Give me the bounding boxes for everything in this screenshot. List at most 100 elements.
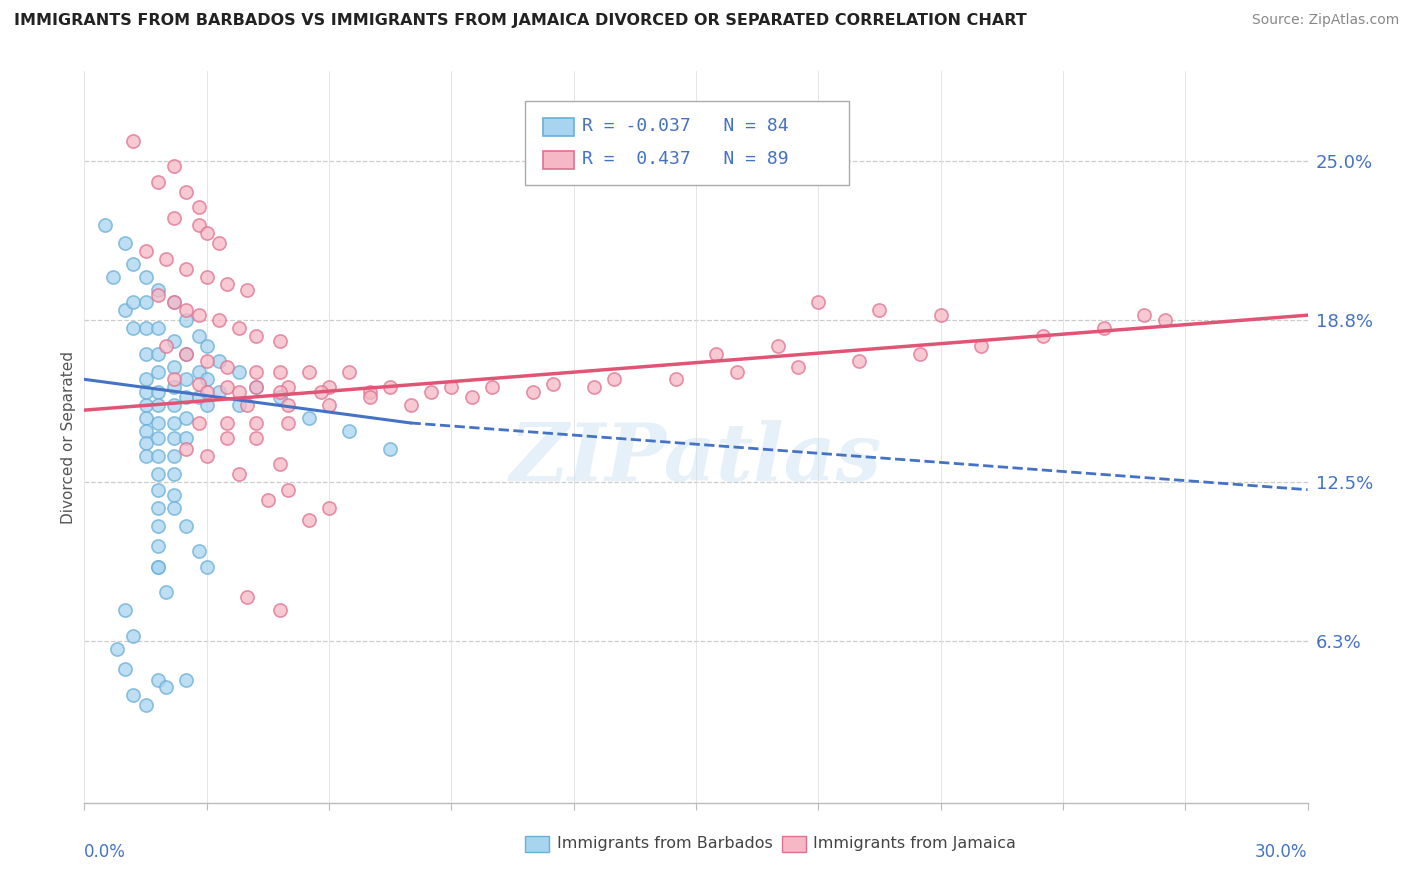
FancyBboxPatch shape bbox=[524, 101, 849, 185]
Point bbox=[228, 398, 250, 412]
Point bbox=[135, 269, 157, 284]
Point bbox=[163, 500, 186, 515]
Point bbox=[114, 303, 136, 318]
Point bbox=[146, 398, 169, 412]
Point bbox=[135, 244, 157, 258]
Point bbox=[236, 283, 259, 297]
Point bbox=[245, 416, 267, 430]
Point bbox=[163, 416, 186, 430]
Point bbox=[195, 226, 218, 240]
Point bbox=[269, 385, 291, 400]
Point bbox=[187, 365, 209, 379]
Point bbox=[217, 277, 239, 292]
Point bbox=[195, 450, 218, 464]
Point bbox=[187, 377, 209, 392]
Point bbox=[146, 416, 169, 430]
Point bbox=[146, 559, 169, 574]
Point bbox=[135, 398, 157, 412]
Point bbox=[298, 514, 321, 528]
Point bbox=[163, 380, 186, 394]
Point bbox=[217, 380, 239, 394]
Text: Source: ZipAtlas.com: Source: ZipAtlas.com bbox=[1251, 13, 1399, 28]
Point bbox=[318, 500, 340, 515]
Point bbox=[228, 365, 250, 379]
Point bbox=[208, 313, 231, 327]
Text: ZIPatlas: ZIPatlas bbox=[510, 420, 882, 498]
Point bbox=[236, 398, 259, 412]
Point bbox=[114, 662, 136, 676]
Point bbox=[228, 385, 250, 400]
Point bbox=[174, 262, 197, 277]
Point bbox=[174, 442, 197, 456]
Point bbox=[359, 385, 381, 400]
Point bbox=[1154, 313, 1177, 327]
Point bbox=[135, 385, 157, 400]
Point bbox=[163, 295, 186, 310]
Point bbox=[146, 500, 169, 515]
Point bbox=[135, 450, 157, 464]
Point bbox=[269, 603, 291, 617]
Text: Immigrants from Barbados: Immigrants from Barbados bbox=[557, 836, 772, 851]
Point bbox=[122, 257, 145, 271]
Point bbox=[269, 390, 291, 404]
Bar bbox=[543, 118, 574, 136]
Point bbox=[522, 385, 544, 400]
Point bbox=[187, 416, 209, 430]
Point bbox=[339, 424, 361, 438]
Bar bbox=[543, 151, 574, 169]
Point bbox=[135, 372, 157, 386]
Point bbox=[195, 559, 218, 574]
Point bbox=[155, 585, 177, 599]
Point bbox=[245, 365, 267, 379]
Point bbox=[122, 134, 145, 148]
Point bbox=[187, 390, 209, 404]
Point bbox=[195, 398, 218, 412]
Point bbox=[146, 673, 169, 687]
Point bbox=[163, 359, 186, 374]
Point bbox=[114, 603, 136, 617]
Point bbox=[706, 346, 728, 360]
Point bbox=[146, 365, 169, 379]
Point bbox=[187, 328, 209, 343]
Point bbox=[910, 346, 932, 360]
Point bbox=[228, 467, 250, 482]
Point bbox=[848, 354, 870, 368]
Point bbox=[217, 359, 239, 374]
Point bbox=[174, 390, 197, 404]
Point bbox=[277, 380, 299, 394]
Point bbox=[146, 539, 169, 553]
Point bbox=[174, 518, 197, 533]
Point bbox=[163, 450, 186, 464]
Point bbox=[298, 410, 321, 425]
Point bbox=[195, 385, 218, 400]
Point bbox=[163, 467, 186, 482]
Point bbox=[766, 339, 789, 353]
Point bbox=[298, 365, 321, 379]
Point bbox=[787, 359, 810, 374]
Point bbox=[135, 424, 157, 438]
Point bbox=[122, 629, 145, 643]
Point bbox=[208, 236, 231, 251]
Point bbox=[217, 431, 239, 445]
Point bbox=[135, 346, 157, 360]
Point bbox=[187, 200, 209, 214]
Point bbox=[228, 321, 250, 335]
Point bbox=[163, 431, 186, 445]
Point bbox=[195, 339, 218, 353]
Point bbox=[174, 346, 197, 360]
Point bbox=[869, 303, 891, 318]
Point bbox=[245, 431, 267, 445]
Point bbox=[208, 354, 231, 368]
Point bbox=[277, 483, 299, 497]
Bar bbox=[524, 836, 550, 852]
Point bbox=[155, 339, 177, 353]
Point bbox=[146, 321, 169, 335]
Point bbox=[174, 185, 197, 199]
Point bbox=[440, 380, 463, 394]
Point bbox=[1032, 328, 1054, 343]
Point bbox=[135, 436, 157, 450]
Point bbox=[245, 380, 267, 394]
Point bbox=[114, 236, 136, 251]
Text: R =  0.437   N = 89: R = 0.437 N = 89 bbox=[582, 150, 789, 168]
Point bbox=[93, 219, 115, 233]
